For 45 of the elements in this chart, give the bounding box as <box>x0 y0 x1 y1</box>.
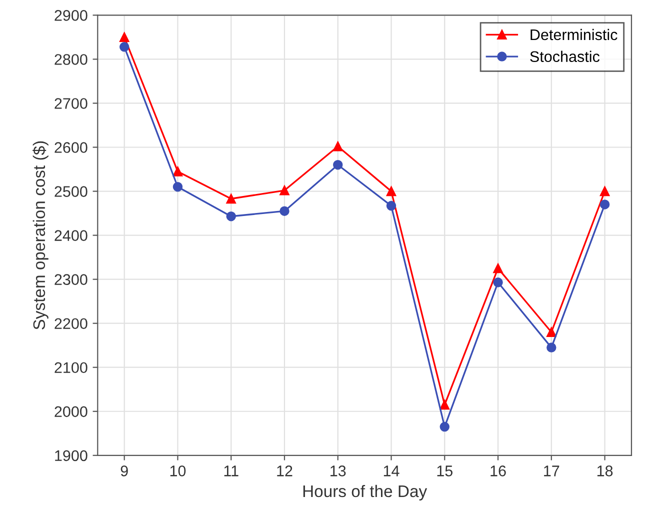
y-tick-label: 2900 <box>54 10 88 21</box>
point <box>600 200 610 210</box>
y-tick-label: 2100 <box>54 362 88 374</box>
point <box>333 160 343 170</box>
point <box>440 400 450 410</box>
y-tick-label: 2200 <box>54 318 88 330</box>
x-tick-label: 16 <box>490 466 506 476</box>
point <box>493 278 503 288</box>
point <box>600 186 610 196</box>
x-tick-label: 10 <box>170 466 186 476</box>
point <box>226 194 236 204</box>
point <box>333 142 343 152</box>
y-tick-label: 2500 <box>54 186 88 197</box>
point <box>386 186 396 196</box>
point <box>440 422 450 432</box>
point <box>546 327 556 337</box>
point <box>172 166 183 176</box>
x-axis-title: Hours of the Day <box>303 484 428 500</box>
point <box>386 200 396 211</box>
x-tick-label: 14 <box>384 466 400 476</box>
y-tick-label: 2800 <box>54 54 88 65</box>
point <box>119 42 130 52</box>
x-tick-label: 15 <box>437 466 452 476</box>
x-tick-label: 9 <box>120 466 128 476</box>
x-tick-label: 11 <box>224 466 238 476</box>
y-tick-label: 2000 <box>54 406 88 418</box>
point <box>226 212 236 222</box>
x-tick-label: 12 <box>277 466 292 476</box>
y-tick-label: 2600 <box>54 142 88 153</box>
y-axis-title: System operation cost ($) <box>32 141 48 330</box>
point <box>546 342 556 352</box>
x-tick-label: 18 <box>597 466 613 476</box>
y-tick-label: 2700 <box>54 98 88 109</box>
legend-label: Stochastic <box>530 50 600 62</box>
point <box>280 206 290 216</box>
legend-label: Deterministic <box>530 28 618 40</box>
x-tick-label: 17 <box>544 466 560 476</box>
y-tick-label: 1900 <box>55 450 88 462</box>
y-tick-label: 2300 <box>54 274 88 285</box>
point <box>493 263 503 274</box>
y-tick-label: 2400 <box>54 230 88 241</box>
point <box>119 32 130 42</box>
x-tick-label: 13 <box>330 466 346 476</box>
point <box>172 182 183 192</box>
point <box>280 186 290 196</box>
